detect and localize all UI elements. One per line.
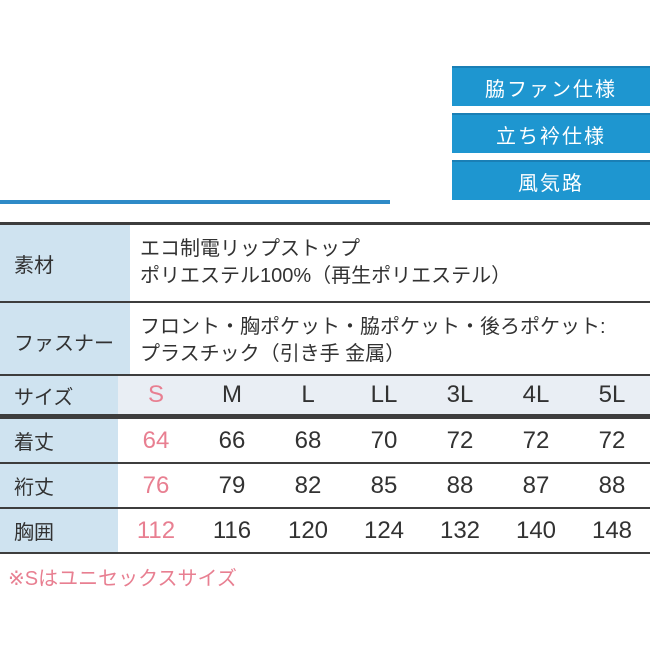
body-length-label: 着丈 (0, 419, 118, 462)
sleeve-length-5l: 88 (598, 471, 626, 499)
size-col-m: M (222, 381, 242, 408)
size-header-row: サイズ S M L LL 3L 4L 5L (0, 376, 650, 417)
size-header-label: サイズ (0, 376, 118, 414)
badge-stand-collar: 立ち衿仕様 (452, 113, 650, 153)
spec-table: 素材 エコ制電リップストップ ポリエステル100%（再生ポリエステル） ファスナ… (0, 222, 650, 381)
body-length-4l: 72 (522, 426, 550, 454)
size-col-ll: LL (370, 381, 398, 408)
chest-5l: 148 (591, 516, 633, 544)
size-row-sleeve-length: 裄丈 76 79 82 85 88 87 88 (0, 462, 650, 507)
badge-side-fan-label: 脇ファン仕様 (485, 78, 617, 101)
spec-fastener-line-2: プラスチック（引き手 金属） (140, 343, 406, 365)
sleeve-length-ll: 85 (370, 471, 398, 499)
chest-label: 胸囲 (0, 509, 118, 552)
size-col-4l: 4L (522, 381, 550, 408)
size-row-body-length: 着丈 64 66 68 70 72 72 72 (0, 417, 650, 462)
spec-value-material: エコ制電リップストップ ポリエステル100%（再生ポリエステル） (130, 225, 650, 301)
sleeve-length-label: 裄丈 (0, 464, 118, 507)
body-length-s: 64 (142, 426, 170, 454)
badge-side-fan: 脇ファン仕様 (452, 66, 650, 106)
chest-s: 112 (136, 516, 176, 544)
unisex-size-note: ※Sはユニセックスサイズ (8, 568, 237, 590)
body-length-5l: 72 (598, 426, 626, 454)
size-col-5l: 5L (598, 381, 626, 408)
spec-label-fastener: ファスナー (0, 303, 130, 379)
spec-row-fastener: ファスナー フロント・胸ポケット・脇ポケット・後ろポケット: プラスチック（引き… (0, 301, 650, 379)
chest-ll: 124 (363, 516, 405, 544)
spec-material-line-1: エコ制電リップストップ (140, 238, 360, 260)
sleeve-length-s: 76 (142, 471, 170, 499)
chest-m: 116 (212, 516, 252, 544)
body-length-3l: 72 (446, 426, 474, 454)
spec-label-material: 素材 (0, 225, 130, 301)
sleeve-length-3l: 88 (446, 471, 474, 499)
chest-4l: 140 (515, 516, 557, 544)
chest-3l: 132 (439, 516, 481, 544)
spec-row-material: 素材 エコ制電リップストップ ポリエステル100%（再生ポリエステル） (0, 225, 650, 301)
sleeve-length-m: 79 (218, 471, 246, 499)
body-length-l: 68 (294, 426, 322, 454)
size-row-chest: 胸囲 112 116 120 124 132 140 148 (0, 507, 650, 552)
badge-air-path-label: 風気路 (518, 172, 584, 195)
badge-air-path: 風気路 (452, 160, 650, 200)
spec-fastener-line-1: フロント・胸ポケット・脇ポケット・後ろポケット: (140, 316, 606, 338)
size-col-s: S (147, 381, 164, 408)
blue-divider-line (0, 200, 390, 204)
spec-material-line-2: ポリエステル100%（再生ポリエステル） (140, 265, 512, 287)
sleeve-length-4l: 87 (522, 471, 550, 499)
chest-l: 120 (287, 516, 329, 544)
body-length-ll: 70 (370, 426, 398, 454)
size-table: サイズ S M L LL 3L 4L 5L 着丈 64 66 68 70 72 … (0, 374, 650, 554)
body-length-m: 66 (218, 426, 246, 454)
size-col-l: L (301, 381, 315, 408)
spec-value-fastener: フロント・胸ポケット・脇ポケット・後ろポケット: プラスチック（引き手 金属） (130, 303, 650, 379)
feature-badges: 脇ファン仕様 立ち衿仕様 風気路 (452, 66, 650, 200)
size-col-3l: 3L (446, 381, 474, 408)
badge-stand-collar-label: 立ち衿仕様 (496, 125, 606, 148)
sleeve-length-l: 82 (294, 471, 322, 499)
